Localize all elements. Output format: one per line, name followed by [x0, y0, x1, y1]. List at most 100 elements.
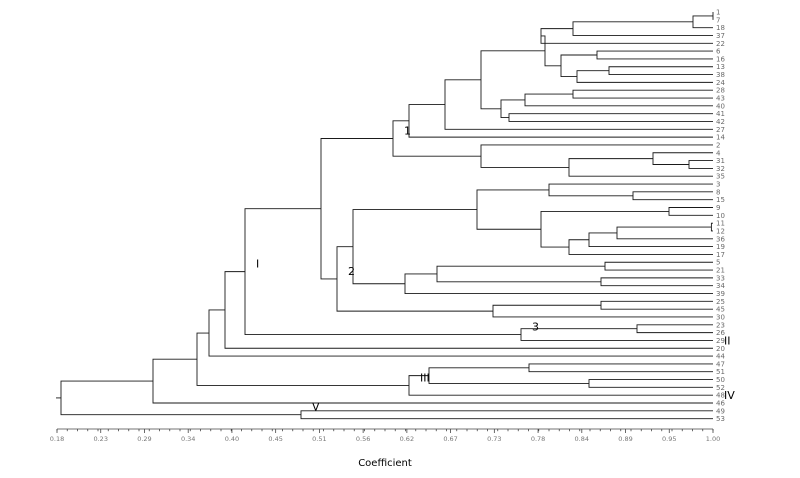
leaf-label: 11 — [716, 220, 725, 228]
cluster-label: I — [256, 258, 259, 271]
leaf-label: 36 — [716, 235, 725, 243]
branch-link — [600, 277, 713, 287]
branch-link — [520, 328, 713, 341]
leaf-label: 22 — [716, 40, 725, 48]
tick-label: 0.67 — [443, 435, 457, 443]
tick-label: 0.95 — [662, 435, 676, 443]
leaf-label: 35 — [716, 173, 725, 181]
leaf-label: 43 — [716, 95, 725, 103]
branch-link — [576, 70, 713, 83]
leaf-label: 16 — [716, 55, 725, 63]
tick-label: 0.51 — [312, 435, 326, 443]
leaf-label: 7 — [716, 16, 720, 24]
leaf-label: 44 — [716, 353, 725, 361]
branch-link — [428, 367, 589, 384]
branch-link — [636, 324, 713, 334]
branch-link — [224, 271, 713, 349]
dendrogram-branches — [56, 12, 714, 420]
leaf-label: 34 — [716, 282, 725, 290]
x-axis: 0.18 0.23 0.29 0.34 0.40 0.45 0.51 0.56 0.62 0.67… — [50, 428, 720, 443]
leaf-label: 8 — [716, 188, 720, 196]
branch-link — [548, 183, 713, 197]
tick-label: 0.84 — [575, 435, 589, 443]
leaf-label: 51 — [716, 368, 725, 376]
x-axis-ticks: 0.18 0.23 0.29 0.34 0.40 0.45 0.51 0.56 0.62 0.67… — [50, 429, 720, 443]
leaf-label: 32 — [716, 165, 725, 173]
cluster-label: IV — [724, 389, 735, 402]
leaf-label: 42 — [716, 118, 725, 126]
branch-link — [244, 208, 521, 336]
leaf-label: 19 — [716, 243, 725, 251]
cluster-label: 3 — [532, 321, 539, 334]
leaf-label: 5 — [716, 259, 720, 267]
branch-link — [568, 158, 713, 177]
branch-link — [60, 380, 301, 416]
leaf-label: 48 — [716, 392, 725, 400]
x-axis-title: Coefficient — [358, 458, 412, 469]
branch-link — [492, 304, 713, 318]
leaf-label: 37 — [716, 32, 725, 40]
leaf-label: 28 — [716, 87, 725, 95]
leaf-label: 39 — [716, 290, 725, 298]
leaf-label: 17 — [716, 251, 725, 259]
branch-link — [568, 239, 713, 255]
leaf-label: 2 — [716, 141, 720, 149]
leaf-label: 50 — [716, 376, 725, 384]
leaf-label: 41 — [716, 110, 725, 118]
leaf-label: 29 — [716, 337, 725, 345]
leaf-labels: 1718372261613382428434041422714243132353… — [716, 9, 725, 424]
branch-link — [572, 21, 713, 36]
leaf-label: 25 — [716, 298, 725, 306]
leaf-label: 4 — [716, 149, 721, 157]
branch-link — [408, 375, 713, 396]
leaf-label: 31 — [716, 157, 725, 165]
leaf-label: 14 — [716, 134, 725, 142]
leaf-label: 33 — [716, 274, 725, 282]
branch-link — [608, 66, 713, 76]
leaf-label: 38 — [716, 71, 725, 79]
leaf-label: 47 — [716, 360, 725, 368]
leaf-label: 45 — [716, 306, 725, 314]
branch-link — [692, 15, 713, 29]
branch-link — [588, 232, 713, 248]
leaf-label: 3 — [716, 181, 720, 189]
branch-link — [652, 152, 713, 165]
branch-link — [320, 138, 393, 280]
tick-label: 0.89 — [618, 435, 632, 443]
branch-link — [300, 410, 713, 420]
branch-link — [560, 54, 597, 77]
tick-label: 0.78 — [531, 435, 545, 443]
leaf-label: 9 — [716, 204, 720, 212]
branch-link — [508, 113, 713, 122]
tick-label: 1.00 — [706, 435, 720, 443]
cluster-label: II — [724, 334, 731, 347]
leaf-label: 52 — [716, 384, 725, 392]
branch-link — [596, 50, 713, 60]
branch-link — [152, 358, 713, 404]
leaf-label: 40 — [716, 102, 725, 110]
cluster-label: III — [420, 371, 430, 384]
tick-label: 0.34 — [181, 435, 195, 443]
branch-link — [710, 222, 713, 232]
tick-label: 0.56 — [356, 435, 370, 443]
leaf-label: 30 — [716, 313, 725, 321]
tick-label: 0.18 — [50, 435, 64, 443]
branch-link — [540, 210, 669, 248]
tick-label: 0.45 — [268, 435, 282, 443]
branch-link — [336, 246, 493, 312]
leaf-label: 1 — [716, 9, 720, 17]
branch-link — [540, 28, 713, 44]
leaf-label: 13 — [716, 63, 725, 71]
cluster-label: 1 — [404, 125, 411, 138]
tick-label: 0.29 — [137, 435, 151, 443]
leaf-label: 18 — [716, 24, 725, 32]
leaf-label: 20 — [716, 345, 725, 353]
branch-link — [436, 265, 605, 283]
leaf-label: 27 — [716, 126, 725, 134]
branch-link — [632, 191, 713, 201]
tick-label: 0.73 — [487, 435, 501, 443]
leaf-label: 21 — [716, 267, 725, 275]
tick-label: 0.40 — [225, 435, 239, 443]
